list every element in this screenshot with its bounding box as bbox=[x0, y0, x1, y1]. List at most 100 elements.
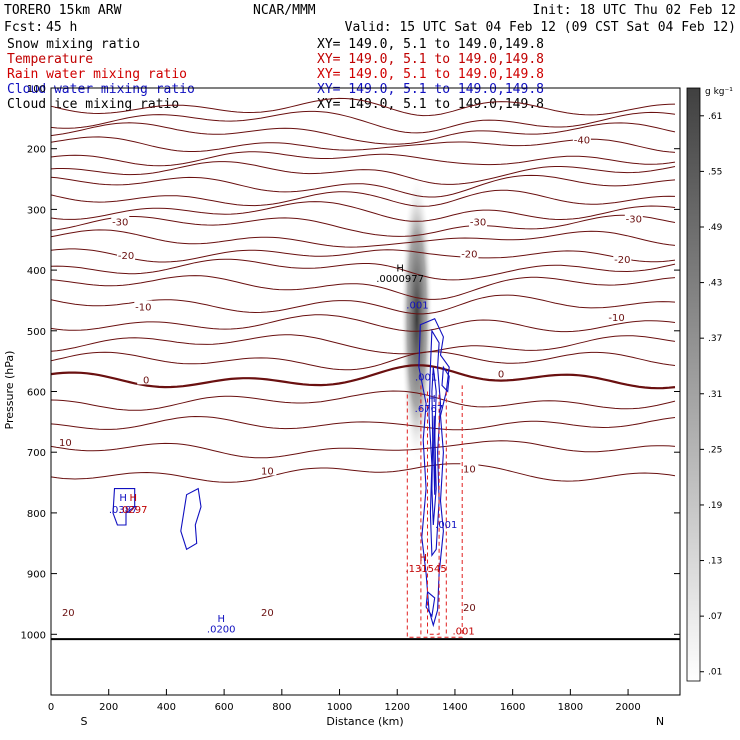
plot-area: -40 -30 -30 -30 -20 -20 -20 -10 -10 0 0 10 10 10 20 20 2… bbox=[21, 84, 681, 713]
isotherm-label: -10 bbox=[135, 303, 151, 314]
isotherm-label: -20 bbox=[461, 250, 477, 261]
colorbar-label: .43 bbox=[708, 279, 722, 289]
colorbar-label: .07 bbox=[708, 612, 722, 622]
x-tick-label: 1600 bbox=[500, 702, 525, 713]
x-tick-label: 1200 bbox=[385, 702, 410, 713]
cloud-water-contour bbox=[112, 488, 136, 526]
colorbar-unit: g kg⁻¹ bbox=[705, 87, 733, 97]
forecast-hour: 45 h bbox=[46, 20, 77, 35]
isotherm-label: 20 bbox=[62, 608, 75, 619]
isotherm-label-bg bbox=[137, 373, 156, 385]
extremum-annotation: .0297 bbox=[119, 505, 148, 516]
extremum-annotation: .001 bbox=[435, 520, 457, 531]
colorbar-label: .31 bbox=[708, 390, 722, 400]
isotherm-label: -10 bbox=[608, 313, 624, 324]
field-xy-range: XY= 149.0, 5.1 to 149.0,149.8 bbox=[317, 97, 544, 112]
y-tick-label: 500 bbox=[27, 327, 46, 338]
isotherm-line bbox=[50, 275, 676, 300]
extremum-annotation: H bbox=[119, 493, 127, 504]
y-tick-label: 200 bbox=[27, 145, 46, 156]
x-tick-label: 1400 bbox=[442, 702, 467, 713]
field-name: Temperature bbox=[7, 52, 93, 67]
isotherm-line bbox=[50, 463, 676, 483]
y-tick-label: 400 bbox=[27, 266, 46, 277]
cloud-water-contour bbox=[433, 415, 436, 495]
y-tick-label: 100 bbox=[27, 84, 46, 95]
cloud-water-contour bbox=[441, 365, 450, 393]
y-tick-label: 600 bbox=[27, 388, 46, 399]
isotherm-label: -40 bbox=[574, 136, 590, 147]
field-name: Rain water mixing ratio bbox=[7, 67, 187, 82]
plot-frame bbox=[50, 87, 681, 696]
x-tick-label: 400 bbox=[157, 702, 176, 713]
y-tick-label: 800 bbox=[27, 509, 46, 520]
colorbar-label: .13 bbox=[708, 557, 722, 567]
isotherm-label: 0 bbox=[143, 375, 149, 386]
colorbar-label: .01 bbox=[708, 668, 722, 678]
isotherm-line bbox=[50, 201, 676, 222]
extremum-annotation: .0200 bbox=[207, 624, 236, 635]
isotherm-line bbox=[50, 440, 676, 459]
colorbar-label: .25 bbox=[708, 445, 722, 455]
isotherm-line bbox=[50, 189, 676, 207]
cloud-water-contour bbox=[180, 487, 202, 551]
cloud-water-contours bbox=[112, 317, 450, 628]
y-tick-label: 1000 bbox=[21, 630, 46, 641]
x-tick-label: 2000 bbox=[615, 702, 640, 713]
y-tick-label: 700 bbox=[27, 448, 46, 459]
valid-time: Valid: 15 UTC Sat 04 Feb 12 (09 CST Sat … bbox=[345, 20, 736, 35]
extremum-annotation: H bbox=[419, 553, 427, 564]
isotherm-line bbox=[50, 334, 676, 355]
colorbar-label: .37 bbox=[708, 334, 722, 344]
isotherm-line bbox=[50, 390, 676, 411]
cloud-water-contour bbox=[425, 590, 436, 618]
isotherm-label: 20 bbox=[463, 603, 476, 614]
temperature-contours: -40 -30 -30 -30 -20 -20 -20 -10 -10 0 0 10 10 10 20 20 2… bbox=[50, 97, 680, 641]
isotherm-line bbox=[50, 248, 676, 263]
isotherm-label-bg bbox=[111, 215, 130, 227]
center-label: NCAR/MMM bbox=[253, 3, 316, 18]
isotherm-line bbox=[50, 351, 676, 371]
x-axis-label: Distance (km) bbox=[326, 715, 403, 728]
isotherm-label-bg bbox=[117, 248, 136, 260]
isotherm-label: -30 bbox=[626, 215, 642, 226]
isotherm-label-bg bbox=[607, 310, 626, 322]
isotherm-label: 0 bbox=[498, 369, 504, 380]
isotherm-label-bg bbox=[469, 215, 488, 227]
colorbar-label: .55 bbox=[708, 167, 722, 177]
isotherm-line bbox=[50, 136, 676, 153]
extremum-annotation: H bbox=[428, 394, 436, 405]
rain-water-contours bbox=[406, 385, 463, 638]
field-xy-range: XY= 149.0, 5.1 to 149.0,149.8 bbox=[317, 37, 544, 52]
colorbar-label: .61 bbox=[708, 112, 722, 122]
field-name: Cloud ice mixing ratio bbox=[7, 97, 179, 112]
cloud-water-contour bbox=[428, 328, 442, 558]
isotherm-label-bg bbox=[460, 600, 479, 612]
snow-shading-core bbox=[400, 173, 433, 464]
isotherm-label-bg bbox=[624, 212, 643, 224]
isotherm-label: -20 bbox=[614, 255, 630, 266]
x-tick-label: 1800 bbox=[558, 702, 583, 713]
x-tick-label: 1000 bbox=[327, 702, 352, 713]
isotherm-line bbox=[50, 314, 676, 333]
cloud-water-contour bbox=[431, 367, 437, 526]
isotherm-line bbox=[50, 110, 676, 134]
isotherm-label-bg bbox=[56, 435, 75, 447]
snow-shading bbox=[400, 173, 433, 464]
isotherm-line bbox=[50, 174, 676, 198]
field-name: Cloud water mixing ratio bbox=[7, 82, 195, 97]
extremum-annotation: .0000977 bbox=[376, 274, 424, 285]
field-legend: Snow mixing ratio XY= 149.0, 5.1 to 149.0… bbox=[7, 37, 544, 112]
isotherm-label-bg bbox=[59, 605, 78, 617]
x-axis-ticks: 0 200 400 600 800 1000 1200 1400 1600 1800 2000 bbox=[48, 689, 641, 713]
isotherm-label-bg bbox=[460, 462, 479, 474]
field-name: Snow mixing ratio bbox=[7, 37, 140, 52]
isotherm-line bbox=[50, 161, 676, 185]
extrema-annotations: H.0000977.001.001H.6767.001H.131545.001H… bbox=[109, 263, 475, 637]
y-axis-label: Pressure (hPa) bbox=[3, 351, 16, 430]
x-tick-label: 200 bbox=[99, 702, 118, 713]
isotherm-label-bg bbox=[492, 367, 511, 379]
isotherm-label: 10 bbox=[59, 438, 72, 449]
isotherm-line bbox=[50, 229, 676, 248]
